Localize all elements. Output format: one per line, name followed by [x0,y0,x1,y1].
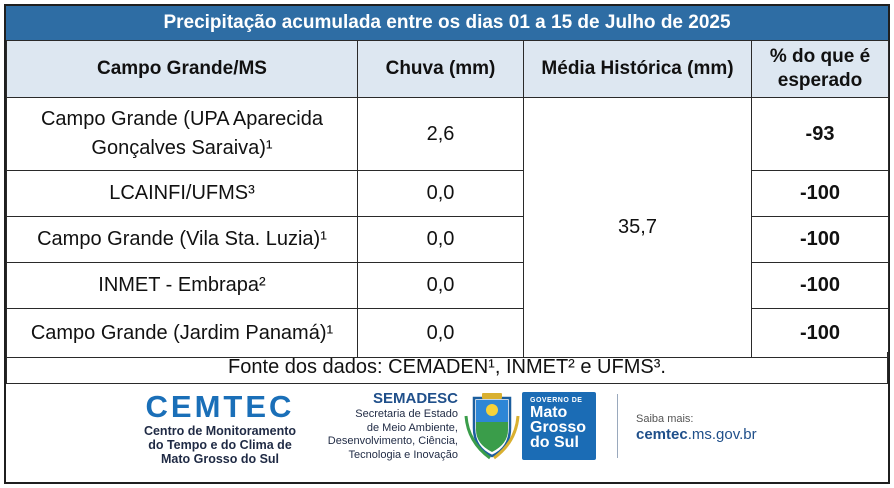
website-link[interactable]: cemtec.ms.gov.br [636,426,757,444]
cemtec-wordmark: CEMTEC [145,389,295,424]
header-pct: % do que é esperado [751,40,889,98]
data-source-note: Fonte dos dados: CEMADEN¹, INMET² e UFMS… [6,352,888,384]
saiba-mais-label: Saiba mais: [636,413,694,425]
header-row: Campo Grande/MS Chuva (mm) Média Históri… [6,40,889,98]
table-row: LCAINFI/UFMS³ 0,0 -100 [6,170,889,217]
gov-label: GOVERNO DE [530,397,583,404]
table-row: Campo Grande (Vila Sta. Luzia)¹ 0,0 -100 [6,216,889,263]
government-logo: GOVERNO DE Mato Grosso do Sul [522,392,596,460]
cemtec-subtitle-line3: Mato Grosso do Sul [160,452,280,466]
pct-cell: -100 [751,262,889,309]
rain-cell: 0,0 [357,216,524,263]
pct-cell: -100 [751,216,889,263]
station-cell: Campo Grande (Vila Sta. Luzia)¹ [6,216,358,263]
semadesc-line2: de Meio Ambiente, [366,421,458,434]
gov-name-line3: do Sul [530,434,579,451]
semadesc-line4: Tecnologia e Inovação [348,448,458,461]
header-pct-line2: esperado [777,70,863,91]
table-row: Campo Grande (UPA Aparecida Gonçalves Sa… [6,97,889,358]
semadesc-line3: Desenvolvimento, Ciência, [327,435,458,447]
station-cell: Campo Grande (Jardim Panamá)¹ [6,308,358,358]
pct-cell: -93 [751,97,889,171]
state-crest-icon [464,393,520,460]
station-cell: INMET - Embrapa² [6,262,358,309]
header-pct-line1: % do que é [769,46,871,67]
table-row: INMET - Embrapa² 0,0 -100 [6,262,889,309]
header-historical: Média Histórica (mm) [523,40,752,98]
header-rain: Chuva (mm) [357,40,524,98]
station-line2: Gonçalves Saraiva)¹ [91,137,273,159]
station-cell: LCAINFI/UFMS³ [6,170,358,217]
cemtec-subtitle-line1: Centro de Monitoramento [143,424,297,438]
semadesc-line1: Secretaria de Estado [355,408,458,420]
logo-footer: CEMTEC Centro de Monitoramento do Tempo … [6,384,888,482]
rain-cell: 0,0 [357,262,524,309]
table-frame [4,4,890,484]
rain-cell: 0,0 [357,170,524,217]
cemtec-subtitle-line2: do Tempo e do Clima de [148,438,292,452]
historical-cell: 35,7 [523,97,752,358]
cemtec-logo: CEMTEC Centro de Monitoramento do Tempo … [139,389,301,467]
gov-name-line1: Mato [530,404,568,421]
pct-cell: -100 [751,170,889,217]
station-line1: Campo Grande (UPA Aparecida [40,108,323,130]
table-title: Precipitação acumulada entre os dias 01 … [6,6,888,40]
website-link-rest: .ms.gov.br [687,426,757,443]
website-link-bold: cemtec [636,426,688,443]
saiba-mais: Saiba mais: cemtec.ms.gov.br [636,412,757,444]
header-station: Campo Grande/MS [6,40,358,98]
table-row: Campo Grande (Jardim Panamá)¹ 0,0 -100 [6,308,889,358]
footer-divider [617,394,618,458]
pct-cell: -100 [751,308,889,358]
station-cell: Campo Grande (UPA Aparecida Gonçalves Sa… [6,97,358,171]
gov-name-line2: Grosso [530,419,587,436]
semadesc-wordmark: SEMADESC [372,390,458,407]
semadesc-logo: SEMADESC Secretaria de Estado de Meio Am… [318,390,458,462]
rain-cell: 2,6 [357,97,524,171]
rain-cell: 0,0 [357,308,524,358]
precipitation-table: Campo Grande/MS Chuva (mm) Média Históri… [6,40,889,358]
